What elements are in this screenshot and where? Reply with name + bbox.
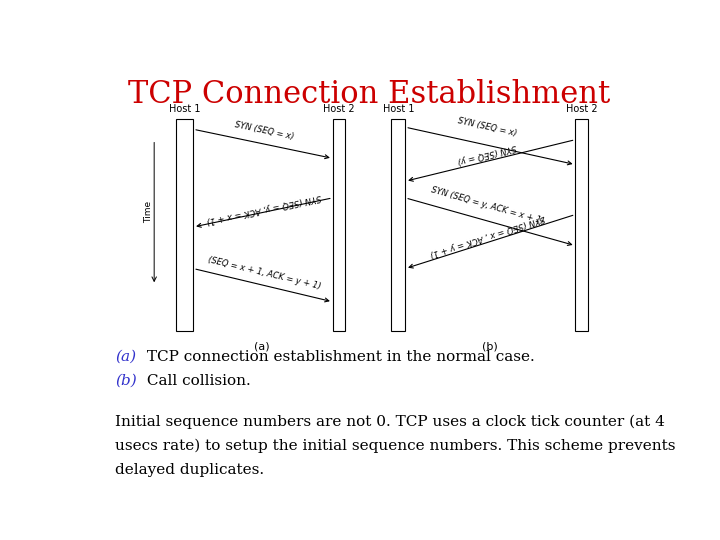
Text: usecs rate) to setup the initial sequence numbers. This scheme prevents: usecs rate) to setup the initial sequenc… xyxy=(115,438,675,453)
Text: Time: Time xyxy=(144,201,153,224)
Text: (a): (a) xyxy=(115,349,136,363)
Text: TCP Connection Establishment: TCP Connection Establishment xyxy=(128,79,610,110)
Text: SYN (SEQ = y): SYN (SEQ = y) xyxy=(457,143,518,166)
Text: Host 2: Host 2 xyxy=(323,104,355,114)
Text: SYN (SEQ = x): SYN (SEQ = x) xyxy=(233,120,294,141)
Text: Host 1: Host 1 xyxy=(169,104,201,114)
Text: delayed duplicates.: delayed duplicates. xyxy=(115,463,264,477)
Text: (b): (b) xyxy=(115,374,137,388)
Text: Initial sequence numbers are not 0. TCP uses a clock tick counter (at 4: Initial sequence numbers are not 0. TCP … xyxy=(115,415,665,429)
Text: (b): (b) xyxy=(482,341,498,352)
Text: Call collision.: Call collision. xyxy=(142,374,251,388)
Text: TCP connection establishment in the normal case.: TCP connection establishment in the norm… xyxy=(142,349,535,363)
Bar xyxy=(575,119,588,331)
Text: SYN (SEQ = x , ACK = y + 1): SYN (SEQ = x , ACK = y + 1) xyxy=(429,213,546,258)
Bar xyxy=(333,119,345,331)
Text: (SEQ = x + 1, ACK = y + 1): (SEQ = x + 1, ACK = y + 1) xyxy=(207,255,321,291)
Text: SYN (SEQ = y, ACK = x + 1): SYN (SEQ = y, ACK = x + 1) xyxy=(430,186,545,226)
Text: SYN (SEQ = y, ACK = x + 1): SYN (SEQ = y, ACK = x + 1) xyxy=(206,192,322,225)
Bar xyxy=(392,119,405,331)
Bar xyxy=(176,119,193,331)
Text: (a): (a) xyxy=(254,341,270,352)
Text: Host 2: Host 2 xyxy=(566,104,598,114)
Text: Host 1: Host 1 xyxy=(382,104,414,114)
Text: SYN (SEQ = x): SYN (SEQ = x) xyxy=(456,116,518,138)
